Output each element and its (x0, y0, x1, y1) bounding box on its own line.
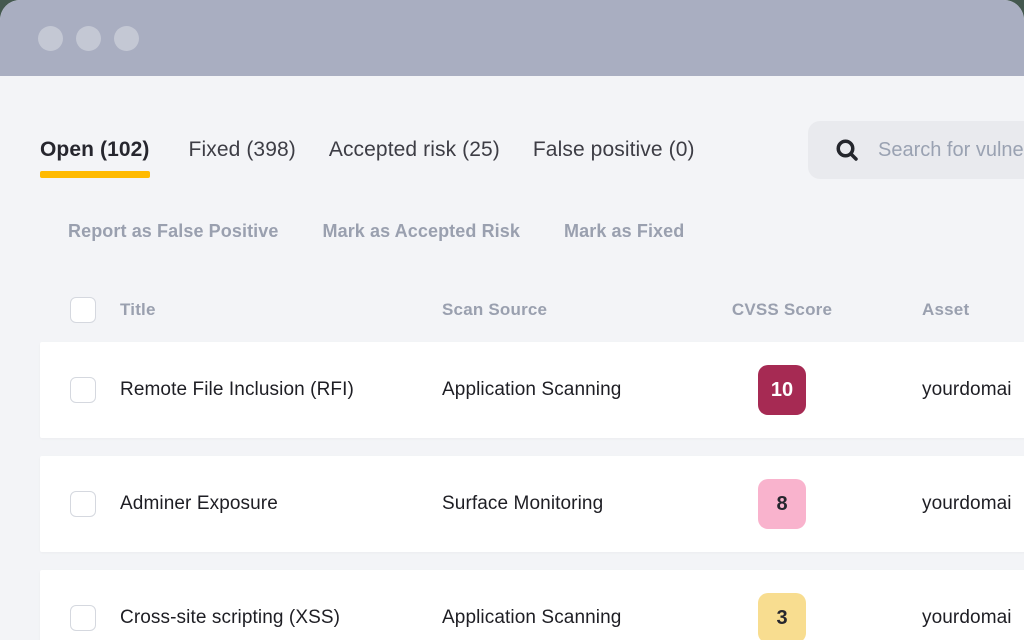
tab-accepted-risk-label: Accepted risk (25) (328, 138, 500, 161)
column-header-cvss-score: CVSS Score (731, 300, 833, 319)
mark-accepted-risk-button[interactable]: Mark as Accepted Risk (322, 221, 521, 241)
window-control-dot (38, 25, 63, 51)
column-header-scan-source: Scan Source (442, 300, 548, 319)
asset-name: yourdomai (922, 493, 1012, 514)
window-titlebar (0, 0, 1024, 76)
active-tab-underline (40, 171, 150, 178)
table-row[interactable]: Remote File Inclusion (RFI) Application … (40, 342, 1024, 438)
table-row[interactable]: Cross-site scripting (XSS) Application S… (40, 570, 1024, 640)
column-header-title: Title (120, 300, 156, 319)
vulnerability-title: Remote File Inclusion (RFI) (120, 379, 354, 400)
scan-source: Application Scanning (442, 379, 622, 400)
cvss-score-badge: 10 (758, 365, 806, 415)
cvss-score-badge: 8 (758, 479, 806, 529)
tab-open-label: Open (102) (40, 138, 150, 161)
search-input[interactable] (878, 138, 1024, 162)
search-field[interactable] (808, 121, 1024, 179)
asset-name: yourdomai (922, 607, 1012, 628)
tab-open[interactable]: Open (102) (40, 138, 150, 178)
tab-fixed[interactable]: Fixed (398) (189, 138, 296, 162)
tab-fixed-label: Fixed (398) (188, 138, 296, 161)
window-control-dot (76, 25, 101, 51)
row-checkbox[interactable] (70, 491, 96, 517)
scan-source: Application Scanning (442, 607, 622, 628)
tab-false-positive-label: False positive (0) (532, 138, 695, 161)
window-control-dot (114, 25, 139, 51)
row-checkbox[interactable] (70, 377, 96, 403)
asset-name: yourdomai (922, 379, 1012, 400)
cvss-score-badge: 3 (758, 593, 806, 640)
row-checkbox[interactable] (70, 605, 96, 631)
mark-fixed-button[interactable]: Mark as Fixed (564, 221, 685, 241)
search-icon (834, 137, 860, 163)
report-false-positive-button[interactable]: Report as False Positive (68, 221, 279, 241)
vulnerability-title: Adminer Exposure (120, 493, 278, 514)
select-all-checkbox[interactable] (70, 297, 96, 323)
status-tabs: Open (102) Fixed (398) Accepted risk (25… (40, 138, 695, 178)
tab-false-positive[interactable]: False positive (0) (533, 138, 695, 162)
bulk-actions: Report as False Positive Mark as Accepte… (68, 221, 684, 242)
column-header-asset: Asset (922, 300, 970, 319)
vulnerability-title: Cross-site scripting (XSS) (120, 607, 341, 628)
scan-source: Surface Monitoring (442, 493, 604, 514)
table-row[interactable]: Adminer Exposure Surface Monitoring 8 yo… (40, 456, 1024, 552)
table-header: Title Scan Source CVSS Score Asset (40, 290, 1024, 330)
tab-accepted-risk[interactable]: Accepted risk (25) (329, 138, 500, 162)
vulnerability-list: Remote File Inclusion (RFI) Application … (40, 342, 1024, 640)
